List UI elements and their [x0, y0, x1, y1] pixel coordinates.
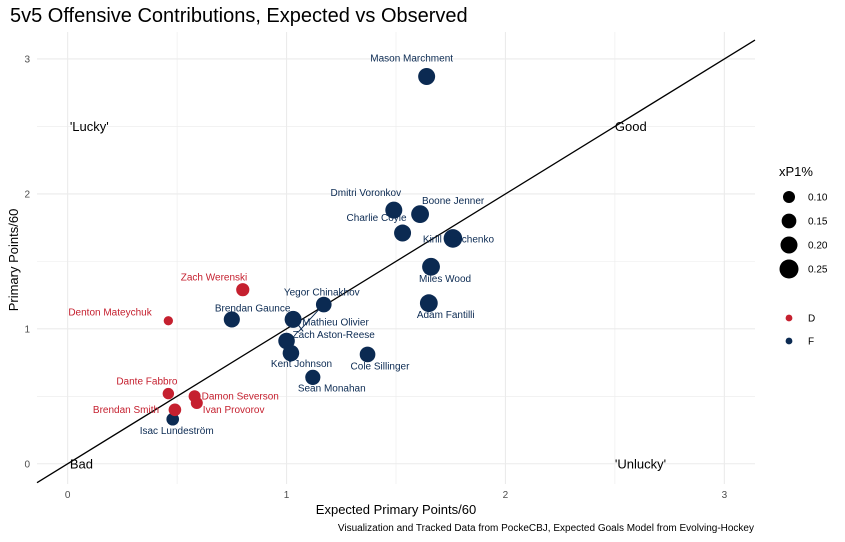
- color-legend-label: D: [808, 314, 815, 325]
- data-point: [166, 412, 180, 426]
- quadrant-labels: 'Lucky' Good Bad 'Unlucky': [70, 119, 666, 471]
- point-label: Kent Johnson: [271, 359, 332, 370]
- point-label: Mathieu Olivier: [302, 317, 369, 328]
- x-tick-label: 0: [65, 490, 71, 501]
- data-point: [422, 257, 440, 276]
- data-point: [168, 403, 182, 417]
- point-label: Yegor Chinakhov: [284, 288, 360, 299]
- point-label: Adam Fantilli: [417, 310, 475, 321]
- data-point: [443, 229, 463, 248]
- point-label: Isac Lundeström: [140, 426, 214, 437]
- point-label: Ivan Provorov: [203, 405, 265, 416]
- point-label: Zach Werenski: [181, 273, 248, 284]
- quadrant-label: Bad: [70, 456, 93, 471]
- y-tick-label: 0: [24, 459, 30, 470]
- data-point: [385, 201, 403, 219]
- x-tick-label: 3: [722, 490, 728, 501]
- data-point: [223, 311, 240, 328]
- label-leader-line: [296, 323, 304, 332]
- point-label: Denton Mateychuk: [68, 308, 152, 319]
- data-point: [418, 68, 436, 86]
- color-legend-label: F: [808, 337, 814, 348]
- data-point: [162, 387, 175, 400]
- data-point: [315, 296, 332, 313]
- data-point: [411, 205, 429, 224]
- point-label: Cole Sillinger: [351, 361, 411, 372]
- data-point: [190, 397, 203, 410]
- reference-line: [36, 39, 756, 484]
- point-label: Brendan Smith: [93, 405, 159, 416]
- point-label: Mason Marchment: [370, 54, 453, 65]
- y-axis-title: Primary Points/60: [6, 209, 21, 312]
- gridlines: [37, 32, 755, 484]
- size-legend-key: [780, 236, 798, 254]
- point-label: Boone Jenner: [422, 196, 485, 207]
- point-label: Sean Monahan: [298, 383, 366, 394]
- size-legend-label: 0.25: [808, 265, 828, 276]
- point-label: Damon Severson: [202, 391, 279, 402]
- x-tick-label: 1: [284, 490, 290, 501]
- color-legend-key: [785, 314, 793, 322]
- x-tick-label: 2: [503, 490, 509, 501]
- x-axis-title: Expected Primary Points/60: [316, 502, 476, 517]
- data-point: [394, 224, 412, 242]
- data-point: [419, 294, 438, 313]
- size-legend-key: [779, 259, 799, 279]
- data-points: [162, 68, 463, 426]
- y-tick-label: 3: [24, 54, 30, 65]
- chart-caption: Visualization and Tracked Data from Pock…: [338, 523, 754, 534]
- data-point: [282, 344, 300, 362]
- point-labels: Mason Marchment Dmitri Voronkov Boone Jenn…: [68, 54, 494, 438]
- point-label: Brendan Gaunce: [215, 303, 291, 314]
- size-legend-title: xP1%: [779, 164, 813, 179]
- size-legend-key: [782, 190, 796, 204]
- data-point: [305, 369, 321, 386]
- size-legend-key: [781, 213, 797, 229]
- data-point: [236, 283, 250, 297]
- legend: xP1% 0.10 0.15 0.20 0.25 D F: [779, 164, 828, 348]
- size-legend-label: 0.20: [808, 241, 828, 252]
- reference-line-group: [36, 39, 756, 484]
- quadrant-label: 'Lucky': [70, 119, 109, 134]
- axis-ticks: 0 1 2 3 0 1 2 3: [24, 54, 727, 501]
- data-point: [163, 316, 173, 326]
- point-label: Miles Wood: [419, 274, 471, 285]
- point-label: Zach Aston-Reese: [293, 330, 376, 341]
- chart-title: 5v5 Offensive Contributions, Expected vs…: [10, 5, 468, 27]
- size-legend-label: 0.10: [808, 193, 828, 204]
- point-label: Charlie Coyle: [347, 213, 407, 224]
- color-legend-key: [785, 337, 793, 345]
- point-label: Dmitri Voronkov: [331, 188, 402, 199]
- size-legend-label: 0.15: [808, 217, 828, 228]
- point-label: Kirill Marchenko: [423, 234, 495, 245]
- data-point: [359, 346, 376, 363]
- quadrant-label: 'Unlucky': [615, 456, 666, 471]
- point-label: Dante Fabbro: [116, 377, 178, 388]
- quadrant-label: Good: [615, 119, 647, 134]
- y-tick-label: 2: [24, 189, 30, 200]
- y-tick-label: 1: [24, 324, 30, 335]
